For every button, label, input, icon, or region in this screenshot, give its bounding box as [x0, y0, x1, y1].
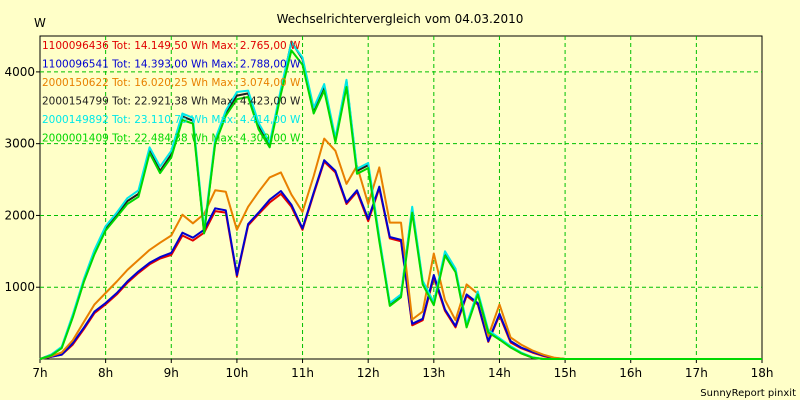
x-axis: 7h 8h 9h 10h 11h 12h 13h 14h 15h 16h 17h 18h: [32, 359, 773, 380]
y-tick-label: 1000: [4, 280, 35, 294]
x-tick-label: 16h: [619, 366, 642, 380]
x-tick-label: 10h: [225, 366, 248, 380]
x-tick-label: 9h: [164, 366, 179, 380]
series-line-2000001409: [39, 49, 762, 360]
x-tick-label: 14h: [488, 366, 511, 380]
credit-label: SunnyReport pinxit: [700, 388, 796, 399]
x-tick-label: 11h: [291, 366, 314, 380]
legend: 1100096436 Tot: 14.149,50 Wh Max: 2.765,…: [42, 40, 301, 145]
series-group: [39, 40, 762, 360]
y-axis-unit-label: W: [34, 16, 46, 30]
x-tick-label: 13h: [422, 366, 445, 380]
y-tick-label: 4000: [4, 65, 35, 79]
chart-title: Wechselrichtervergleich vom 04.03.2010: [277, 12, 524, 26]
x-tick-label: 12h: [357, 366, 380, 380]
legend-entry-2000001409: 2000001409 Tot: 22.484,38 Wh Max: 4.309,…: [42, 133, 301, 145]
x-tick-label: 15h: [554, 366, 577, 380]
y-tick-label: 3000: [4, 137, 35, 151]
y-axis: 1000 2000 3000 4000: [4, 65, 40, 294]
legend-entry-1100096541: 1100096541 Tot: 14.393,00 Wh Max: 2.788,…: [42, 59, 301, 71]
legend-entry-2000150622: 2000150622 Tot: 16.020,25 Wh Max: 3.074,…: [42, 77, 301, 89]
grid: [40, 36, 762, 359]
x-tick-label: 17h: [685, 366, 708, 380]
legend-entry-2000154799: 2000154799 Tot: 22.921,38 Wh Max: 4.423,…: [42, 96, 301, 108]
legend-entry-1100096436: 1100096436 Tot: 14.149,50 Wh Max: 2.765,…: [42, 40, 301, 52]
x-tick-label: 18h: [751, 366, 774, 380]
x-tick-label: 7h: [32, 366, 47, 380]
x-tick-label: 8h: [98, 366, 113, 380]
y-tick-label: 2000: [4, 208, 35, 222]
plot-area: [39, 35, 763, 360]
legend-entry-2000149892: 2000149892 Tot: 23.110,75 Wh Max: 4.414,…: [42, 114, 301, 126]
